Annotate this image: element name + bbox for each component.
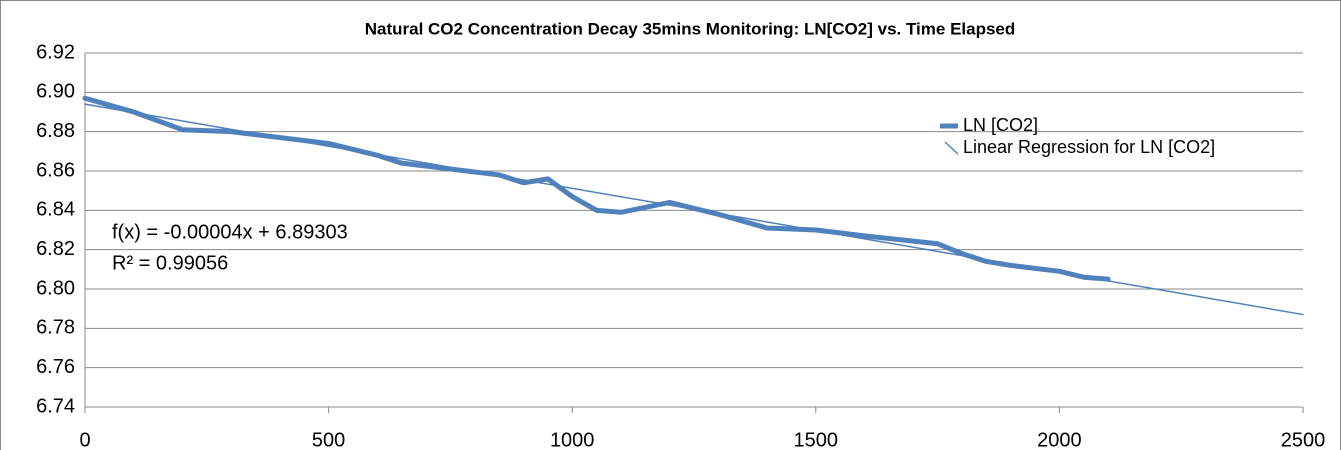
y-tick-label: 6.84 <box>36 199 75 221</box>
legend-swatch <box>944 141 959 155</box>
y-tick-label: 6.74 <box>36 395 75 417</box>
x-tick-label: 2500 <box>1281 429 1326 450</box>
r-squared: R² = 0.99056 <box>112 252 228 274</box>
y-tick-label: 6.92 <box>36 41 75 63</box>
y-tick-label: 6.80 <box>36 277 75 299</box>
y-tick-label: 6.90 <box>36 81 75 103</box>
chart-title: Natural CO2 Concentration Decay 35mins M… <box>365 19 1016 38</box>
x-tick-label: 1500 <box>794 429 839 450</box>
legend-label: Linear Regression for LN [CO2] <box>963 137 1215 157</box>
y-tick-label: 6.78 <box>36 317 75 339</box>
legend-label: LN [CO2] <box>963 115 1038 135</box>
x-tick-label: 0 <box>79 429 90 450</box>
y-tick-label: 6.86 <box>36 159 75 181</box>
trend-line <box>84 103 1304 316</box>
x-tick-label: 500 <box>312 429 345 450</box>
x-tick-label: 1000 <box>550 429 595 450</box>
y-tick-label: 6.88 <box>36 120 75 142</box>
x-tick-label: 2000 <box>1037 429 1082 450</box>
y-tick-label: 6.82 <box>36 238 75 260</box>
equation: f(x) = -0.00004x + 6.89303 <box>112 221 348 243</box>
y-tick-label: 6.76 <box>36 356 75 378</box>
